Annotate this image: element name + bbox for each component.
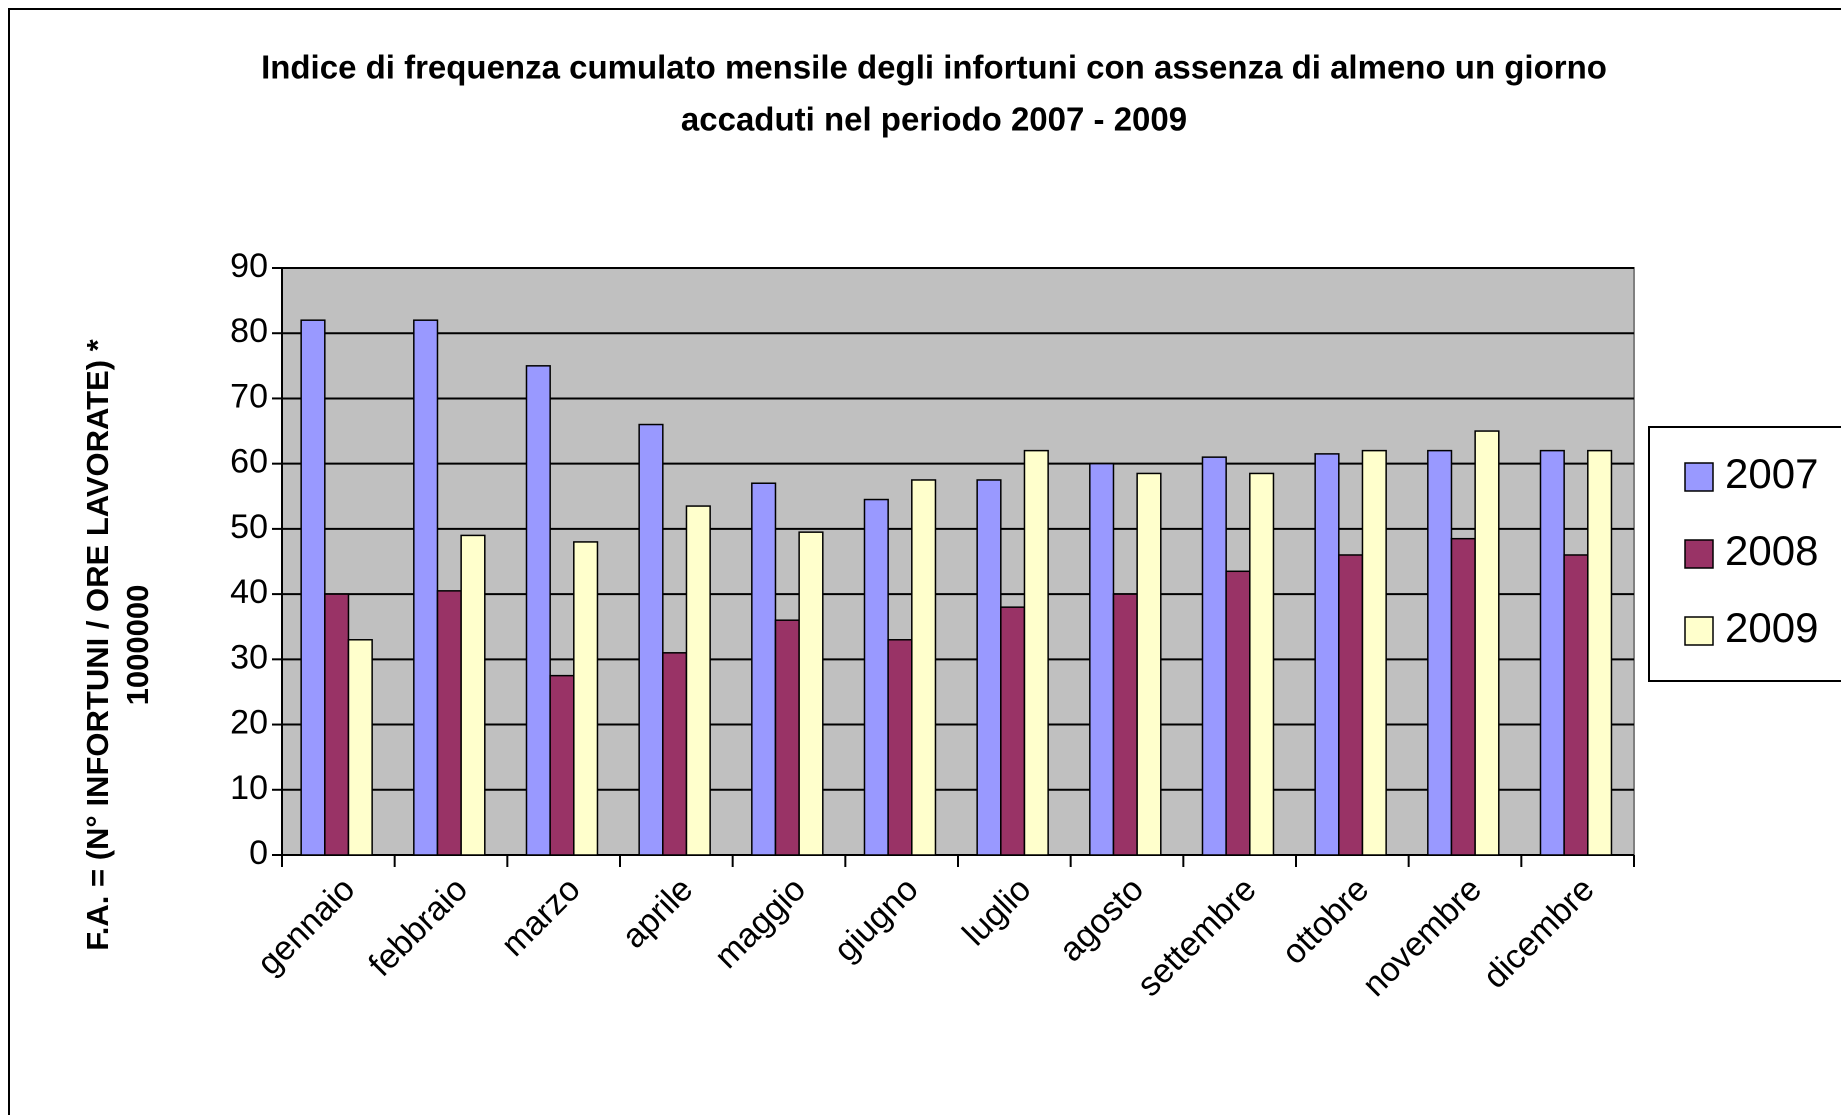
bar: [1000, 606, 1026, 856]
y-tick-label: 0: [249, 834, 268, 872]
bar: [1249, 472, 1275, 856]
bar: [1563, 554, 1589, 856]
bar: [1338, 554, 1364, 856]
bar: [324, 593, 350, 856]
chart-title: accaduti nel periodo 2007 - 2009: [681, 101, 1187, 138]
bar: [413, 319, 439, 856]
chart-title: Indice di frequenza cumulato mensile deg…: [261, 49, 1607, 86]
bar: [1225, 570, 1251, 856]
bar: [1089, 462, 1115, 856]
bar: [525, 365, 551, 856]
bar: [911, 479, 937, 856]
bar: [1136, 472, 1162, 856]
plot-area: [281, 267, 1635, 856]
bar: [751, 482, 777, 856]
y-tick-label: 70: [230, 377, 268, 415]
bar: [1539, 449, 1565, 856]
bar: [460, 534, 486, 856]
bar: [300, 319, 326, 856]
y-tick-label: 10: [230, 769, 268, 807]
bar: [638, 423, 664, 856]
bar: [1450, 537, 1476, 856]
legend-label: 2009: [1725, 604, 1818, 651]
bar: [976, 479, 1002, 856]
y-tick-label: 50: [230, 508, 268, 546]
bar: [573, 541, 599, 856]
y-tick-label: 90: [230, 247, 268, 285]
bar: [887, 639, 913, 856]
bar: [1201, 456, 1227, 856]
bar: [685, 505, 711, 856]
y-tick-label: 60: [230, 443, 268, 481]
bar: [549, 674, 575, 856]
y-axis-label-line: 1000000: [120, 585, 155, 706]
bar: [798, 531, 824, 856]
bar: [1361, 449, 1387, 856]
bar: [347, 639, 373, 856]
bar: [1112, 593, 1138, 856]
legend-label: 2007: [1725, 450, 1818, 497]
bar: [1474, 430, 1500, 856]
y-tick-label: 40: [230, 573, 268, 611]
bar: [662, 652, 688, 856]
y-tick-label: 20: [230, 704, 268, 742]
y-axis-label-line: F.A. = (N° INFORTUNI / ORE LAVORATE) *: [80, 338, 115, 950]
y-tick-label: 30: [230, 638, 268, 676]
legend-box: [1648, 426, 1841, 682]
legend-swatch: [1684, 539, 1714, 569]
legend-swatch: [1684, 462, 1714, 492]
bar: [1587, 449, 1613, 856]
bar: [774, 619, 800, 856]
bar: [436, 590, 462, 856]
bar: [1427, 449, 1453, 856]
bar: [1314, 453, 1340, 856]
y-tick-label: 80: [230, 312, 268, 350]
bar: [1023, 449, 1049, 856]
legend-label: 2008: [1725, 527, 1818, 574]
y-axis-label: F.A. = (N° INFORTUNI / ORE LAVORATE) * 1…: [80, 338, 155, 950]
legend-swatch: [1684, 616, 1714, 646]
bar: [863, 498, 889, 856]
